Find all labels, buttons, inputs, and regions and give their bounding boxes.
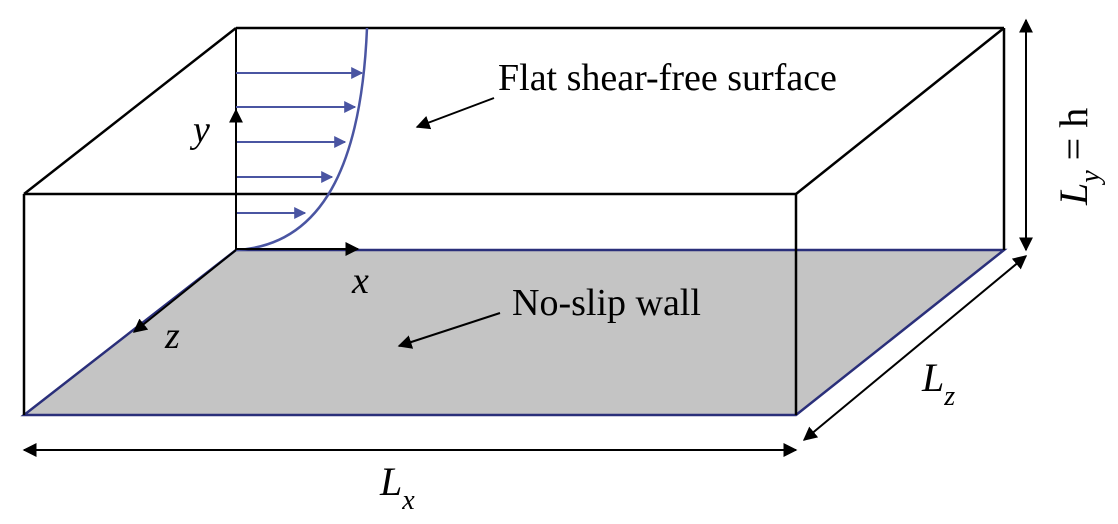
axis-label-y: y [189,109,210,151]
wall-label: No-slip wall [512,282,701,324]
lz-dimension-arrow [802,255,1028,441]
surface-pointer-arrow [415,97,495,130]
velocity-profile-arrows [236,67,364,219]
axis-label-x: x [351,260,369,302]
velocity-profile-curve [235,27,369,252]
axis-label-z: z [164,315,180,357]
ly-label: Ly = h [1051,108,1106,206]
surface-label: Flat shear-free surface [498,57,837,99]
z-axis-arrow [132,249,237,333]
lx-label: Lx [379,459,415,516]
lz-label: Lz [921,355,955,412]
wall-pointer-arrow [397,312,501,349]
